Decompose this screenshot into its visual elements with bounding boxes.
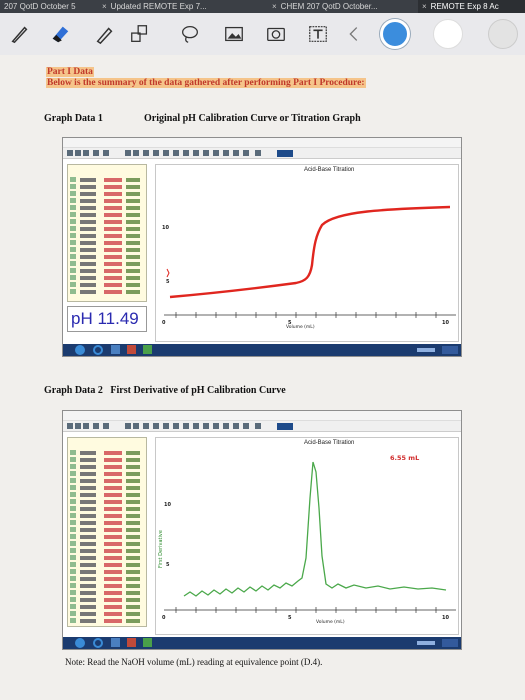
app-icon[interactable] bbox=[127, 638, 136, 647]
start-button-icon[interactable] bbox=[75, 345, 85, 355]
eraser-icon[interactable] bbox=[48, 22, 72, 46]
system-tray bbox=[417, 348, 435, 352]
browser-tab[interactable]: × CHEM 207 QotD October... bbox=[268, 0, 418, 13]
tab-label: 207 QotD October 5 bbox=[4, 2, 76, 11]
software-menubar bbox=[63, 411, 461, 421]
x-tick-label: 5 bbox=[288, 320, 292, 326]
pen-icon[interactable] bbox=[8, 22, 32, 46]
x-tick-label: 0 bbox=[162, 615, 166, 621]
close-icon[interactable]: × bbox=[102, 2, 107, 11]
browser-icon[interactable] bbox=[93, 345, 103, 355]
app-icon[interactable] bbox=[143, 638, 152, 647]
y-tick-label: 5 bbox=[166, 562, 170, 568]
start-button-icon[interactable] bbox=[75, 638, 85, 648]
software-menubar bbox=[63, 138, 461, 148]
x-axis-label: Volume (mL) bbox=[286, 325, 315, 330]
tab-label: REMOTE Exp 8 Ac bbox=[430, 2, 499, 11]
pencil-icon[interactable] bbox=[93, 22, 117, 46]
data-table bbox=[67, 164, 147, 302]
x-tick-label: 10 bbox=[442, 320, 449, 326]
x-tick-label: 10 bbox=[442, 615, 449, 621]
graph1-title: Original pH Calibration Curve or Titrati… bbox=[144, 113, 361, 124]
x-tick-label: 5 bbox=[288, 615, 292, 621]
tab-label: CHEM 207 QotD October... bbox=[280, 2, 378, 11]
x-axis-label: Volume (mL) bbox=[316, 620, 345, 625]
graph1-label: Graph Data 1 bbox=[44, 113, 103, 124]
windows-taskbar bbox=[63, 344, 461, 356]
close-icon[interactable]: × bbox=[422, 2, 427, 11]
graph2-screenshot: Acid-Base Titration 6.55 mL First Deriva… bbox=[62, 410, 462, 650]
graph-title: Acid-Base Titration bbox=[304, 167, 355, 173]
annotation-toolbar bbox=[0, 13, 525, 55]
graph1-screenshot: pH 11.49 Acid-Base Titration 10 5 0 5 10 bbox=[62, 137, 462, 357]
titration-graph: Acid-Base Titration 10 5 0 5 10 Volume (… bbox=[155, 164, 459, 342]
ph-readout: pH 11.49 bbox=[67, 306, 147, 332]
peak-annotation: 6.55 mL bbox=[390, 454, 420, 462]
derivative-plot bbox=[164, 461, 456, 613]
shapes-icon[interactable] bbox=[128, 22, 152, 46]
titration-plot bbox=[164, 205, 456, 318]
document-page: Part I Data Below is the summary of the … bbox=[0, 55, 525, 700]
explorer-icon[interactable] bbox=[111, 345, 120, 354]
part-subtitle: Below is the summary of the data gathere… bbox=[46, 78, 366, 88]
image-icon[interactable] bbox=[222, 22, 246, 46]
y-tick-label: 10 bbox=[162, 225, 169, 231]
equivalence-note: Note: Read the NaOH volume (mL) reading … bbox=[65, 657, 323, 667]
color-swatch-white[interactable] bbox=[433, 19, 463, 49]
graph2-label-row: Graph Data 2 First Derivative of pH Cali… bbox=[44, 385, 286, 396]
windows-taskbar bbox=[63, 637, 461, 649]
part-title: Part I Data bbox=[46, 67, 94, 77]
browser-icon[interactable] bbox=[93, 638, 103, 648]
y-tick-label: 10 bbox=[164, 502, 171, 508]
explorer-icon[interactable] bbox=[111, 638, 120, 647]
browser-tab-active[interactable]: × REMOTE Exp 8 Ac bbox=[418, 0, 525, 13]
camera-icon[interactable] bbox=[264, 22, 288, 46]
browser-tab[interactable]: × Updated REMOTE Exp 7... bbox=[98, 0, 268, 13]
system-tray bbox=[417, 641, 435, 645]
clock bbox=[442, 346, 458, 354]
browser-tab[interactable]: 207 QotD October 5 bbox=[0, 0, 98, 13]
lasso-icon[interactable] bbox=[178, 22, 202, 46]
software-toolbar bbox=[63, 421, 461, 432]
graph-title: Acid-Base Titration bbox=[304, 440, 355, 446]
software-toolbar bbox=[63, 148, 461, 159]
y-tick-label: 5 bbox=[166, 279, 170, 285]
close-icon[interactable]: × bbox=[272, 2, 277, 11]
app-icon[interactable] bbox=[143, 345, 152, 354]
part-heading: Part I Data Below is the summary of the … bbox=[46, 67, 366, 89]
graph2-title: First Derivative of pH Calibration Curve bbox=[110, 385, 286, 396]
x-tick-label: 0 bbox=[162, 320, 166, 326]
clock bbox=[442, 639, 458, 647]
color-swatch-blue[interactable] bbox=[380, 19, 410, 49]
tab-label: Updated REMOTE Exp 7... bbox=[110, 2, 207, 11]
text-icon[interactable] bbox=[306, 22, 330, 46]
back-icon[interactable] bbox=[342, 22, 366, 46]
browser-tab-strip: 207 QotD October 5 × Updated REMOTE Exp 7… bbox=[0, 0, 525, 13]
app-icon[interactable] bbox=[127, 345, 136, 354]
derivative-graph: Acid-Base Titration 6.55 mL First Deriva… bbox=[155, 437, 459, 635]
color-swatch-light[interactable] bbox=[488, 19, 518, 49]
data-table bbox=[67, 437, 147, 627]
graph2-label: Graph Data 2 bbox=[44, 385, 103, 396]
